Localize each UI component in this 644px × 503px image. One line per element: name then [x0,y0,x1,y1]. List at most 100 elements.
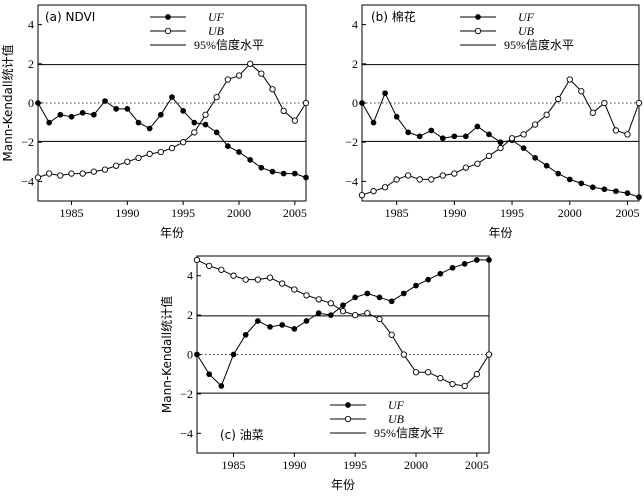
legend-label-ub: UB [208,24,225,38]
data-point-ub [416,176,423,183]
x-tick-label: 1990 [442,206,466,220]
data-point-uf [224,143,231,149]
legend-label-confidence: 95%信度水平 [504,37,574,52]
x-tick-label: 2000 [404,458,428,472]
data-point-uf [169,94,175,100]
data-point-uf [124,106,131,112]
data-point-uf [180,107,187,114]
data-point-uf [291,326,298,332]
data-point-uf [236,149,242,155]
panel-label: (a) NDVI [45,10,95,24]
data-point-uf [520,145,527,151]
data-point-uf [461,261,468,267]
data-point-uf [578,180,585,187]
y-tick-label: 4 [352,18,358,32]
legend-marker-uf [475,14,481,20]
data-point-uf [486,257,492,263]
data-point-uf [194,351,200,358]
legend-marker-uf [165,14,171,20]
legend-label-ub: UB [388,412,405,426]
chart-panel-2: −4 −2 0 2 4 1985 1990 1995 2000 2005 年份 (b) 棉花 UFUB9… [345,4,643,240]
data-point-ub [485,351,493,358]
data-point-uf [388,298,395,305]
data-point-ub [101,166,109,173]
data-point-ub [280,107,287,114]
data-point-ub [230,272,237,279]
x-tick-label: 1990 [282,458,306,472]
data-point-ub [439,172,446,179]
data-point-ub [315,296,322,303]
data-point-uf [486,131,492,138]
data-point-ub [180,139,187,146]
y-tick-label: 0 [187,348,193,362]
data-point-uf [68,113,75,120]
data-point-ub [543,111,550,118]
data-point-uf [376,294,383,301]
x-axis-label: 年份 [331,478,355,492]
data-point-ub [405,172,412,179]
data-point-uf [359,100,365,106]
data-point-ub [269,86,276,93]
y-tick-label: −4 [180,426,193,440]
series-line-ub [196,259,490,387]
data-point-uf [463,133,469,140]
data-point-uf [303,318,310,324]
legend-label-uf: UF [388,398,405,412]
data-point-uf [393,113,400,120]
data-point-uf [405,129,412,136]
data-point-uf [102,98,108,104]
data-point-ub [279,280,286,287]
data-point-ub [124,158,131,165]
data-point-ub [193,256,201,264]
data-point-uf [340,302,346,309]
legend-label-uf: UF [208,10,225,24]
y-axis-label: Mann-Kendall统计值 [159,296,174,413]
data-point-ub [57,172,64,179]
data-point-ub [302,99,310,107]
data-point-uf [497,139,504,146]
legend-label-confidence: 95%信度水平 [374,425,444,440]
legend-label-ub: UB [518,24,535,38]
data-point-ub [327,300,334,307]
data-point-ub [393,176,400,183]
data-point-ub [624,131,631,138]
data-point-uf [364,290,371,297]
chart-panel-3: −4 −2 0 2 4 1985 1990 1995 2000 2005 年份 Mann-Kendal… [159,255,493,492]
data-point-ub [462,164,470,171]
series-line-ub [37,63,307,178]
x-tick-label: 1995 [343,458,367,472]
data-point-uf [566,176,573,183]
data-point-uf [636,194,642,200]
y-tick-label: 0 [352,96,358,110]
data-point-ub [224,76,231,83]
data-point-ub [474,160,481,167]
data-point-uf [57,111,64,118]
y-tick-label: −2 [345,135,358,149]
data-point-ub [370,188,377,195]
data-point-uf [543,162,550,169]
panel-label: (b) 棉花 [371,9,416,24]
panel-label: (c) 油菜 [220,428,264,442]
data-point-ub [79,170,86,177]
y-tick-label: −2 [21,135,34,149]
series-line-uf [37,96,307,178]
data-point-uf [315,310,322,316]
data-point-uf [473,257,480,263]
data-point-uf [327,312,334,318]
data-point-uf [279,322,286,328]
x-axis-label: 年份 [160,226,184,240]
data-point-ub [531,121,539,128]
data-point-uf [146,125,153,132]
chart-panel-1: −4 −2 0 2 4 1985 1990 1995 2000 2005 年份 Mann-Kendal… [0,4,310,240]
data-point-ub [68,170,75,177]
data-point-ub [235,72,243,79]
data-point-uf [242,331,249,338]
data-point-uf [439,135,446,142]
y-tick-label: 0 [28,96,34,110]
data-point-ub [213,93,220,101]
data-point-uf [425,276,432,283]
data-point-uf [218,383,225,389]
data-point-ub [449,380,456,388]
